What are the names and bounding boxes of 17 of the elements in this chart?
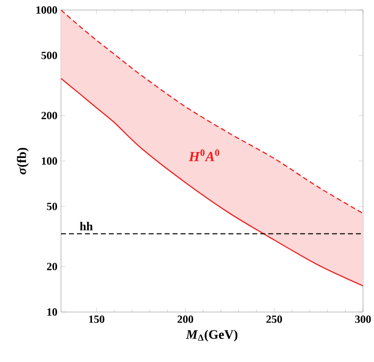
y-tick-label: 200 [41,112,58,120]
line-series [61,78,364,286]
x-tick-label: 150 [89,316,104,323]
annotation: H$^{0}$A$^{0}$ [188,149,220,162]
x-axis-title: M$_{Δ}$(GeV) [186,330,238,342]
y-tick-label: 10 [47,308,58,316]
x-tick-label: 200 [178,316,194,323]
y-tick-label: 500 [41,52,58,60]
y-tick-label: 50 [46,202,58,210]
y-tick-label: 1000 [36,6,58,14]
y-tick-label: 20 [46,262,58,270]
y-axis-title: σ(fb) [16,148,29,174]
x-tick-label: 250 [266,316,282,323]
x-tick-label: 300 [355,316,371,323]
y-tick-label: 100 [42,157,58,165]
ref-line-label: hh [80,222,93,230]
line-series [61,10,364,214]
